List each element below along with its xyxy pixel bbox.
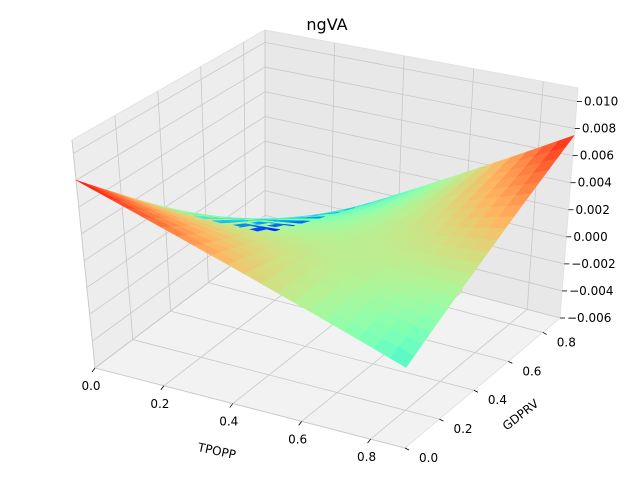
gridline bbox=[264, 91, 573, 157]
z-tick-label: 0.004 bbox=[578, 176, 612, 190]
gridline bbox=[157, 91, 171, 312]
x-tick-label: 0.8 bbox=[357, 450, 376, 464]
chart-title: ngVA bbox=[306, 15, 347, 34]
gridline bbox=[264, 41, 578, 102]
gridline bbox=[132, 339, 440, 420]
x-tick-label: 0.4 bbox=[219, 415, 238, 429]
y-tick-label: 0.6 bbox=[522, 364, 541, 378]
z-tick-label: 0.002 bbox=[575, 203, 609, 217]
z-tick-label: −0.004 bbox=[569, 284, 613, 298]
gridline bbox=[73, 42, 266, 154]
gridline bbox=[71, 139, 96, 369]
z-tick-label: 0.006 bbox=[580, 149, 614, 163]
gridline bbox=[370, 309, 528, 440]
z-tick-label: 0.000 bbox=[573, 230, 607, 244]
surface-mesh bbox=[75, 134, 575, 368]
gridline bbox=[94, 367, 406, 449]
y-tick-mark bbox=[439, 418, 444, 422]
z-tick-label: 0.010 bbox=[584, 95, 618, 109]
x-tick-label: 0.0 bbox=[81, 379, 100, 393]
x-tick-label: 0.2 bbox=[150, 397, 169, 411]
x-tick-mark bbox=[91, 367, 96, 373]
y-tick-mark bbox=[508, 360, 513, 364]
gridline bbox=[114, 115, 134, 340]
gridline bbox=[264, 66, 575, 129]
gridline bbox=[75, 66, 266, 181]
y-tick-label: 0.2 bbox=[453, 422, 472, 436]
x-tick-mark bbox=[229, 403, 234, 408]
x-tick-mark bbox=[367, 438, 371, 444]
z-tick-label: 0.008 bbox=[582, 122, 616, 136]
y-tick-label: 0.4 bbox=[488, 393, 507, 407]
y-tick-label: 0.8 bbox=[557, 335, 576, 349]
gridline bbox=[78, 91, 266, 208]
gridline bbox=[89, 190, 266, 315]
gridline bbox=[526, 81, 544, 310]
y-tick-mark bbox=[404, 447, 410, 451]
gridline bbox=[81, 116, 266, 235]
x-tick-mark bbox=[160, 385, 165, 391]
y-tick-mark bbox=[542, 332, 547, 335]
gridline bbox=[170, 310, 474, 391]
x-tick-label: 0.6 bbox=[288, 432, 307, 446]
z-tick-label: −0.006 bbox=[567, 311, 611, 325]
z-tick-label: −0.002 bbox=[571, 257, 615, 271]
axis-panes bbox=[71, 29, 579, 449]
x-tick-mark bbox=[298, 421, 302, 426]
surface-cell bbox=[389, 346, 415, 368]
y-tick-mark bbox=[473, 389, 479, 393]
tick-labels: 0.0 0.2 0.4 0.6 0.8 0.0 0.2 0.4 0.6 0.8 0.010 0.008… bbox=[81, 95, 618, 465]
gridline bbox=[83, 140, 266, 262]
y-tick-label: 0.0 bbox=[419, 451, 438, 465]
x-axis-label: TPOPP bbox=[196, 440, 238, 462]
